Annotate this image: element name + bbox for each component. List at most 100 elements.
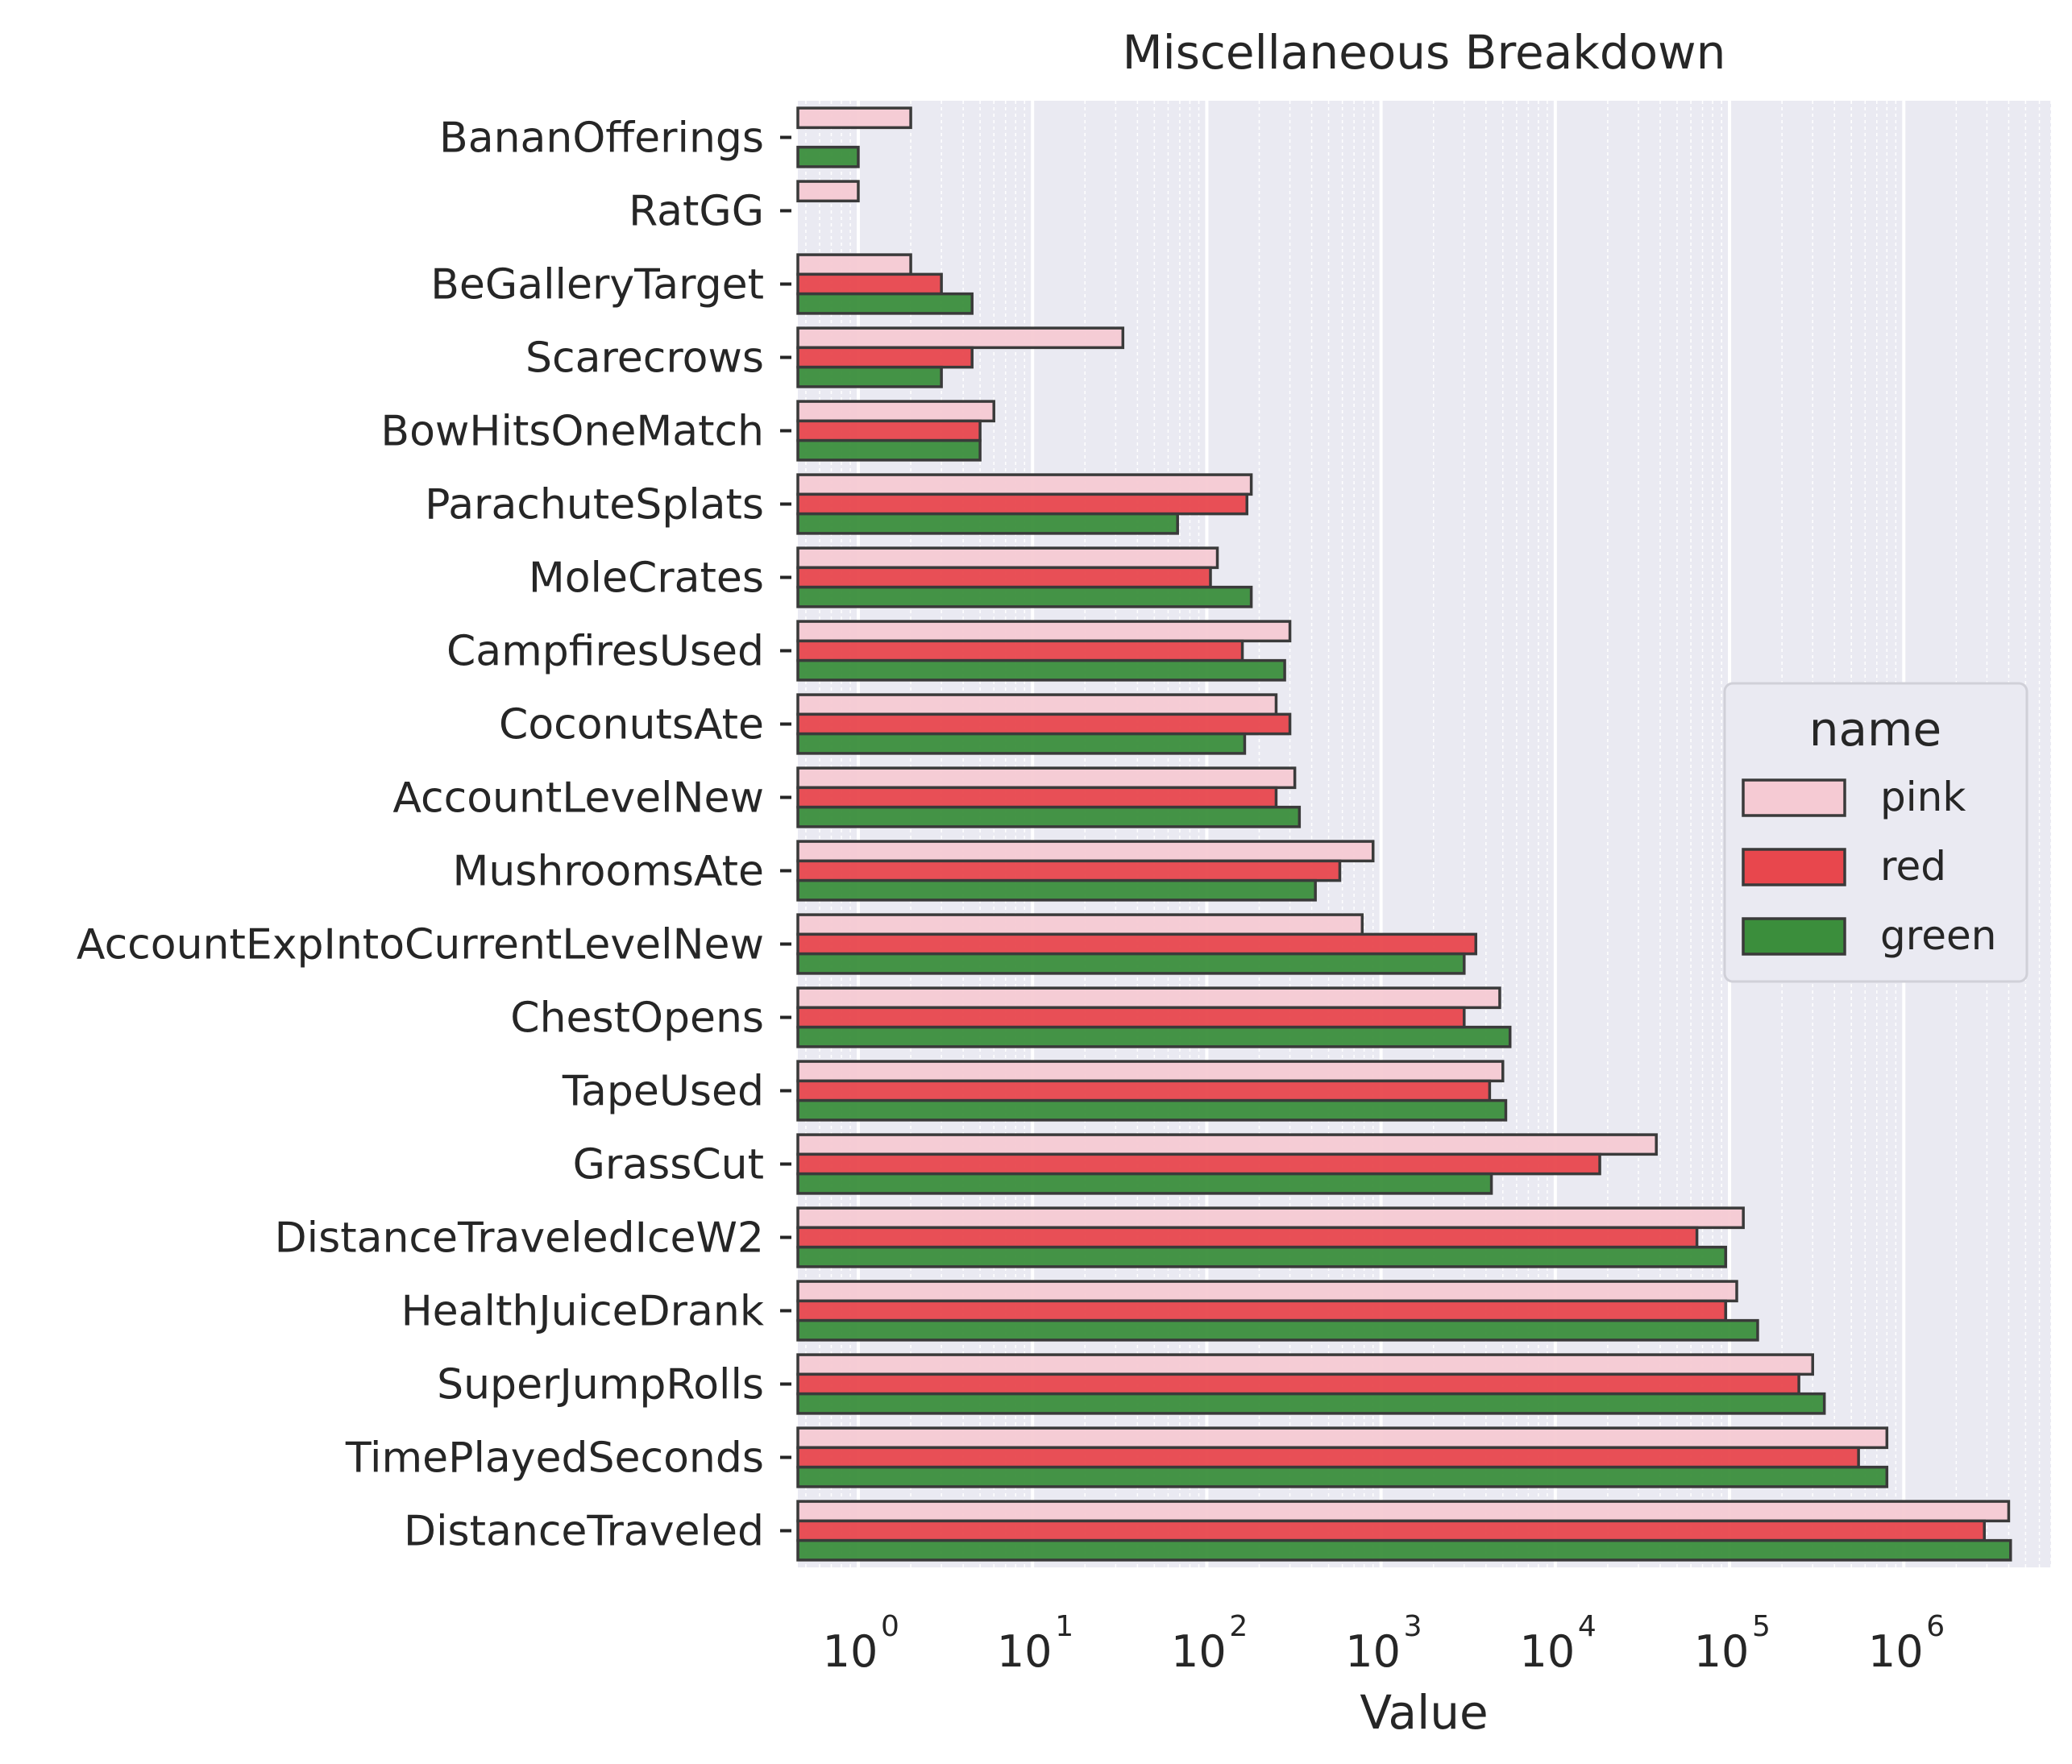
- x-tick-label: 10: [823, 1626, 878, 1677]
- bar-green: [796, 878, 1317, 902]
- bar-green: [796, 732, 1247, 755]
- bar-pink: [796, 1206, 1745, 1230]
- legend-title: name: [1809, 702, 1941, 757]
- y-tick-label: ParachuteSplats: [425, 481, 764, 529]
- bar-pink: [796, 693, 1278, 716]
- bar-pink: [796, 913, 1364, 936]
- chart-title: Miscellaneous Breakdown: [1123, 25, 1726, 80]
- bar-green: [796, 952, 1466, 975]
- bar-pink: [796, 1426, 1889, 1450]
- y-tick-label: TimePlayedSeconds: [345, 1434, 764, 1483]
- legend-swatch-pink: [1742, 778, 1846, 817]
- legend-items: pink red green: [1742, 774, 1996, 959]
- bar-pink: [796, 473, 1253, 496]
- y-tick-label: MoleCrates: [529, 554, 764, 603]
- y-tick-label: SuperJumpRolls: [437, 1361, 764, 1409]
- bar-pink: [796, 180, 860, 203]
- bar-red: [796, 1152, 1601, 1176]
- x-tick-exponent: 4: [1578, 1610, 1597, 1643]
- x-tick-label: 10: [1345, 1626, 1401, 1677]
- bar-red: [796, 639, 1244, 662]
- bar-red: [796, 1006, 1466, 1029]
- y-tick-label: DistanceTraveledIceW2: [275, 1214, 764, 1263]
- bar-green: [796, 585, 1253, 608]
- x-axis-label: Value: [1360, 1685, 1488, 1740]
- y-tick-label: BeGalleryTarget: [430, 261, 764, 309]
- y-tick-label: BananOfferings: [439, 114, 764, 163]
- bar-green: [796, 1538, 2012, 1562]
- y-tick-label: Scarecrows: [525, 334, 764, 383]
- legend-swatch-green: [1742, 917, 1846, 956]
- x-tick-exponent: 0: [881, 1610, 899, 1643]
- bar-green: [796, 1392, 1826, 1415]
- x-tick-exponent: 1: [1055, 1610, 1073, 1643]
- bar-pink: [796, 986, 1501, 1010]
- bar-red: [796, 1446, 1860, 1469]
- legend-label-red: red: [1880, 843, 1946, 890]
- bar-pink: [796, 1280, 1738, 1303]
- legend-frame: [1723, 682, 2028, 983]
- bar-pink: [796, 326, 1125, 350]
- y-tick-label: AccountExpIntoCurrentLevelNew: [77, 921, 764, 969]
- bar-green: [796, 1318, 1759, 1342]
- bar-green: [796, 145, 860, 168]
- bar-pink: [796, 253, 912, 276]
- x-tick-exponent: 6: [1926, 1610, 1945, 1643]
- y-tick-label: GrassCut: [573, 1141, 764, 1189]
- x-tick-exponent: 3: [1404, 1610, 1422, 1643]
- bar-green: [796, 805, 1302, 828]
- bar-green: [796, 438, 982, 462]
- y-tick-label: CoconutsAte: [499, 701, 764, 749]
- bar-green: [796, 292, 974, 315]
- bar-green: [796, 1172, 1493, 1195]
- y-tick-label: RatGG: [629, 188, 764, 236]
- bar-pink: [796, 1500, 2011, 1523]
- y-tick-label: CampfiresUsed: [446, 628, 764, 676]
- bar-green: [796, 658, 1286, 682]
- bar-pink: [796, 546, 1219, 570]
- legend-label-green: green: [1880, 912, 1996, 959]
- y-tick-label: DistanceTraveled: [404, 1508, 764, 1556]
- x-tick-label: 10: [1519, 1626, 1575, 1677]
- bar-red: [796, 566, 1212, 589]
- y-tick-label: AccountLevelNew: [392, 774, 764, 823]
- bar-red: [796, 346, 974, 369]
- bar-red: [796, 859, 1342, 882]
- bar-pink: [796, 1060, 1505, 1083]
- bar-red: [796, 1372, 1800, 1396]
- legend: name pink red green: [1723, 682, 2028, 983]
- x-tick-label: 10: [1171, 1626, 1227, 1677]
- x-tick-label: 10: [1868, 1626, 1924, 1677]
- bar-pink: [796, 400, 995, 423]
- bar-green: [796, 1025, 1512, 1048]
- bar-pink: [796, 1353, 1814, 1376]
- bar-red: [796, 419, 982, 442]
- bar-red: [796, 786, 1278, 809]
- bar-green: [796, 1465, 1889, 1488]
- bar-red: [796, 1519, 1987, 1542]
- x-tick-label: 10: [997, 1626, 1053, 1677]
- bar-pink: [796, 840, 1375, 863]
- bar-pink: [796, 620, 1292, 643]
- x-tick-exponent: 5: [1752, 1610, 1771, 1643]
- bar-green: [796, 1098, 1508, 1122]
- bar-red: [796, 1079, 1492, 1102]
- bar-pink: [796, 766, 1297, 790]
- bar-red: [796, 492, 1248, 516]
- bar-red: [796, 712, 1292, 736]
- x-tick-exponent: 2: [1229, 1610, 1248, 1643]
- bar-red: [796, 272, 943, 296]
- x-tick-label: 10: [1694, 1626, 1750, 1677]
- bar-red: [796, 932, 1478, 956]
- bar-pink: [796, 1133, 1658, 1156]
- y-tick-label: ChestOpens: [510, 994, 764, 1043]
- legend-swatch-red: [1742, 848, 1846, 886]
- x-tick-labels: 10 0 10 1 10 2 10 3 10 4 10 5 10 6: [823, 1610, 1945, 1677]
- bar-red: [796, 1226, 1699, 1249]
- bar-pink: [796, 106, 912, 130]
- y-tick-label: HealthJuiceDrank: [401, 1288, 764, 1336]
- y-tick-label: BowHitsOneMatch: [380, 408, 764, 456]
- y-tick-label: TapeUsed: [562, 1068, 764, 1116]
- bars: [796, 106, 2012, 1562]
- bar-green: [796, 512, 1179, 535]
